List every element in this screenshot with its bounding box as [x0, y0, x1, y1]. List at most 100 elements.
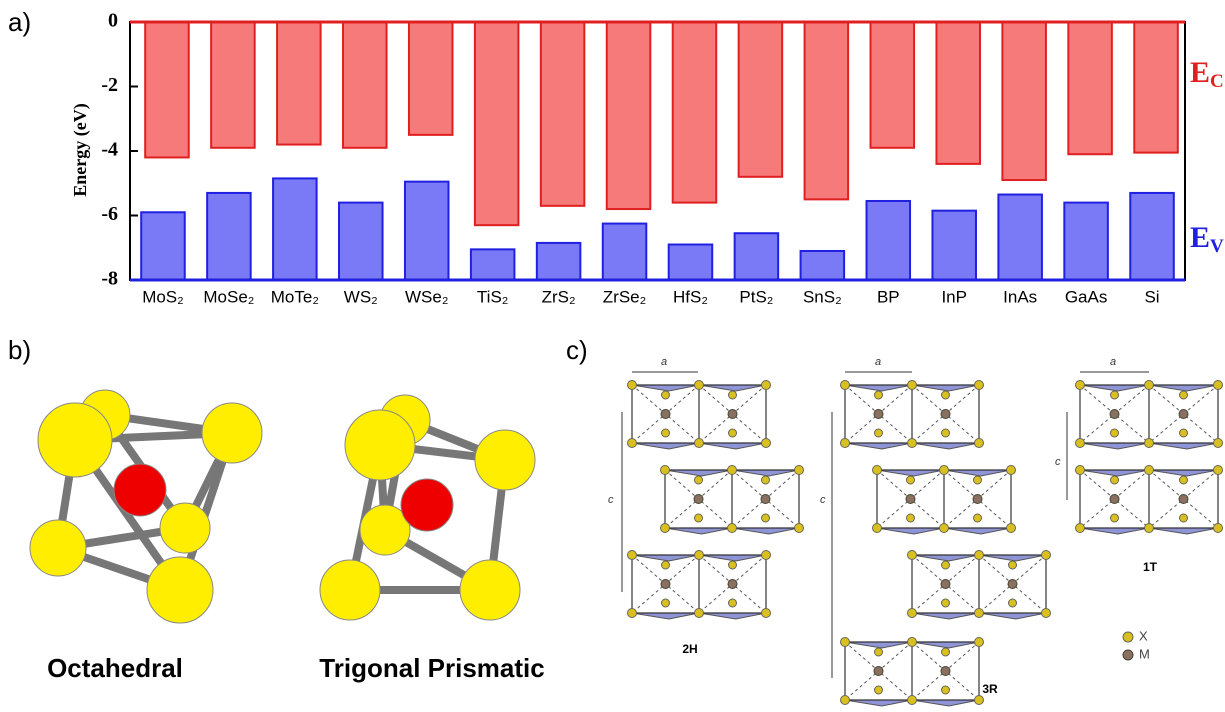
bar [206, 191, 252, 281]
metal-atom [1178, 494, 1189, 504]
chalcogen-atom [1075, 438, 1085, 448]
chalcogen-atom [694, 513, 703, 523]
bar [539, 21, 586, 207]
chalcogen-atom [974, 608, 984, 618]
chalcogen-atom [1006, 465, 1016, 475]
bar [997, 193, 1043, 282]
chalcogen-atom [872, 465, 882, 475]
chalcogen-atom [1213, 465, 1223, 475]
chalcogen-atom [661, 560, 670, 570]
chalcogen-atom [1041, 608, 1051, 618]
unit-cell [840, 637, 984, 707]
chalcogen-atom [761, 475, 770, 485]
x-tick-label: WSe₂ [405, 287, 448, 306]
bar [605, 21, 652, 211]
metal-atom [1178, 409, 1189, 419]
bar [869, 21, 916, 149]
structure-label: Octahedral [47, 653, 183, 683]
trigonal-atoms [319, 394, 536, 621]
x-tick-label: TiS₂ [477, 287, 508, 306]
chalcogen-atom [694, 608, 704, 618]
y-tick-label: 0 [108, 10, 118, 32]
chalcogen-atom [694, 550, 704, 560]
chalcogen-atom [761, 438, 771, 448]
metal-atom [940, 579, 951, 589]
chalcogen-atom [1179, 475, 1188, 485]
unit-cell [660, 465, 804, 535]
chalcogen-atom [974, 380, 984, 390]
layer-triangle [698, 384, 767, 392]
x-tick-label: SnS₂ [803, 287, 842, 306]
bar [1001, 21, 1047, 182]
chalcogen-atom [1144, 438, 1154, 448]
layer-triangle [731, 469, 800, 477]
x-tick-label: ZrSe₂ [603, 287, 646, 306]
legend-swatch [1122, 631, 1134, 643]
lattice-label: c [820, 494, 826, 506]
x-tick-label: ZrS₂ [542, 287, 576, 306]
layer-triangle [664, 469, 733, 477]
layer-triangle [911, 442, 980, 450]
chalcogen-atom [661, 428, 670, 438]
chalcogen-atom [1213, 523, 1223, 533]
chalcogen-atom [1144, 380, 1154, 390]
x-tick-label: HfS₂ [673, 287, 708, 306]
lattice-label: a [875, 356, 881, 368]
chalcogen-atom [728, 428, 737, 438]
chalcogen-atom [907, 380, 917, 390]
bar [535, 241, 582, 282]
metal-atom [940, 666, 951, 676]
bar [601, 222, 648, 281]
legend-label: X [1139, 628, 1148, 643]
layer-triangle [1079, 527, 1150, 535]
bar [1133, 21, 1179, 154]
layer-triangle [631, 612, 700, 620]
y-tick-label: -2 [101, 74, 118, 96]
chalcogen-atom [1008, 560, 1017, 570]
chalcogen-atom [941, 598, 950, 608]
bar [338, 201, 384, 282]
chalcogen-atom [1144, 523, 1154, 533]
bar [407, 21, 454, 136]
legend-label: M [1139, 646, 1150, 661]
x-tick-label: BP [877, 287, 900, 306]
metal-atom [760, 494, 771, 504]
layer-triangle [978, 554, 1047, 562]
metal-atom [660, 409, 671, 419]
layer-triangle [1079, 384, 1150, 392]
unit-cell [627, 380, 771, 450]
chalcogen-atom [727, 523, 737, 533]
unit-cell [907, 550, 1051, 620]
panel-label: a) [8, 7, 31, 37]
chalcogen-atom [907, 550, 917, 560]
layer-triangle [631, 554, 700, 562]
x-tick-label: MoS₂ [142, 287, 184, 306]
chalcogen-atom [1075, 523, 1085, 533]
x-tick-label: MoTe₂ [271, 287, 319, 306]
chalcogen-atom [941, 685, 950, 695]
layer-triangle [698, 554, 767, 562]
chalcogen-atom [973, 513, 982, 523]
layer-triangle [698, 612, 767, 620]
metal-atom [660, 579, 671, 589]
bar [865, 199, 912, 281]
bar [931, 209, 977, 282]
layer-triangle [844, 699, 913, 707]
unit-cell [872, 465, 1016, 535]
chalcogen-atom [1041, 550, 1051, 560]
chalcogen-atom [1006, 523, 1016, 533]
bar [473, 21, 520, 227]
unit-cell [840, 380, 984, 450]
chalcogen-atom [872, 523, 882, 533]
layer-triangle [1148, 527, 1219, 535]
layer-triangle [1079, 442, 1150, 450]
chalcogen-atom [840, 380, 850, 390]
bar [342, 21, 388, 149]
layer-triangle [978, 612, 1047, 620]
chalcogen-atom [840, 438, 850, 448]
chalcogen-atom [974, 637, 984, 647]
layer-triangle [911, 384, 980, 392]
layer-triangle [876, 527, 945, 535]
metal-atom [972, 494, 983, 504]
x-tick-label: MoSe₂ [203, 287, 254, 306]
